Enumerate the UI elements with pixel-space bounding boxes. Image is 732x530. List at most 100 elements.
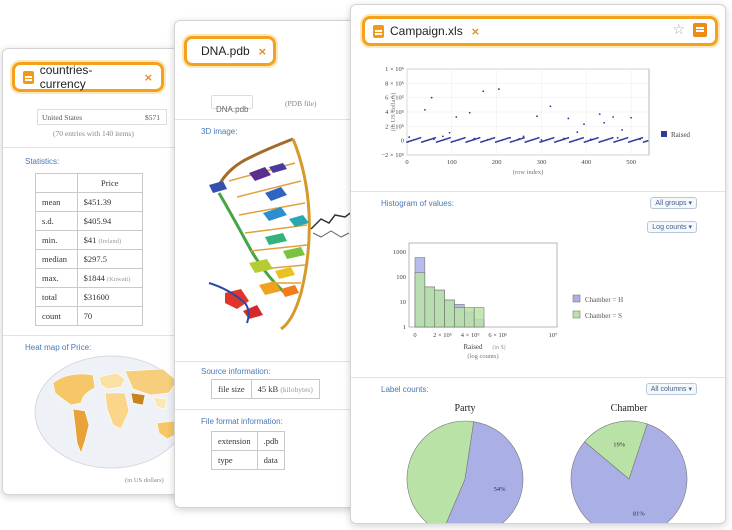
dna-3d-image[interactable] — [189, 133, 379, 343]
pie-slice-label: 81% — [633, 511, 646, 518]
file-size-value: 45 kB — [257, 384, 279, 394]
file-type: (PDB file) — [285, 99, 317, 108]
stat-value-cell: $1844 (Kuwait) — [76, 268, 144, 288]
tab-title: DNA.pdb — [201, 44, 250, 58]
data-row: United States $571 — [37, 109, 167, 125]
histogram-bar — [454, 307, 465, 328]
y-axis-label: (in US dollars) — [390, 93, 397, 132]
legend-label: Chamber = S — [585, 312, 622, 320]
row-label: United States — [42, 113, 83, 122]
data-point — [567, 136, 570, 139]
tab-title: Campaign.xls — [390, 24, 463, 38]
stat-value-cell: $405.94 — [76, 211, 144, 231]
histogram-title: Histogram of values: — [381, 199, 454, 208]
pie-slice-label: 19% — [613, 441, 626, 448]
x-tick-label: 300 — [537, 159, 547, 166]
close-icon[interactable]: × — [143, 70, 153, 84]
data-point — [537, 136, 540, 139]
x-tick-label: 0 — [405, 159, 408, 166]
data-point — [582, 136, 585, 139]
stat-label: s.d. — [35, 211, 78, 231]
stat-label: count — [35, 306, 78, 326]
histogram-bar — [464, 307, 475, 328]
close-icon[interactable]: × — [470, 24, 480, 38]
stat-value-cell: $41 (Ireland) — [76, 230, 144, 250]
tab-title: countries-currency — [39, 63, 93, 91]
x-tick-label: 2 × 10⁶ — [433, 332, 452, 339]
histogram-bar — [414, 272, 426, 328]
x-axis-note: (log counts) — [467, 353, 498, 360]
data-point — [449, 136, 451, 139]
data-point — [441, 135, 444, 138]
data-point — [589, 138, 592, 141]
heatmap-title: Heat map of Price: — [25, 343, 92, 352]
y-tick-label: 10 — [400, 299, 407, 306]
data-point — [478, 136, 481, 139]
star-icon[interactable]: ☆ — [672, 22, 685, 38]
data-point — [549, 105, 552, 108]
log-counts-dropdown[interactable]: Log counts ▾ — [647, 221, 697, 233]
data-point — [552, 136, 555, 139]
file-format-table: extension .pdb type data — [211, 431, 286, 470]
stat-value: $405.94 — [83, 216, 112, 226]
data-point — [434, 136, 437, 139]
stat-value: $31600 — [83, 292, 110, 302]
data-point — [641, 136, 644, 139]
file-size-note: (kilobytes) — [280, 385, 313, 394]
histogram-chart: 1000 100 10 10 2 × 10⁶ 4 × 10⁶ 6 × 10⁶ 10⁷ Raise… — [393, 242, 623, 360]
pie-slice — [406, 420, 475, 523]
x-axis-label: (row index) — [513, 169, 544, 176]
y-tick-label: 2 × 10⁵ — [385, 123, 404, 130]
stat-value: $1844 — [83, 273, 105, 283]
data-point — [540, 139, 543, 141]
stats-row: median $297.5 — [35, 249, 144, 269]
pie-title: Party — [454, 403, 475, 414]
data-point — [646, 139, 649, 142]
all-columns-dropdown[interactable]: All columns ▾ — [645, 383, 697, 395]
data-point — [497, 88, 500, 90]
file-chip-label: DNA.pdb — [216, 105, 249, 114]
stat-label: max. — [35, 268, 78, 288]
x-tick-label: 200 — [492, 159, 502, 166]
data-point — [597, 136, 599, 139]
histogram-bar — [434, 289, 445, 328]
data-point — [603, 121, 606, 124]
source-info-table: file size 45 kB (kilobytes) — [211, 379, 320, 399]
menu-icon[interactable] — [693, 23, 707, 37]
format-row: extension .pdb — [211, 431, 286, 451]
legend-swatch — [572, 294, 581, 303]
stat-value: 70 — [83, 311, 93, 321]
data-point — [432, 138, 435, 141]
file-format-title: File format information: — [201, 417, 283, 426]
stat-label: median — [35, 249, 78, 269]
entries-note: (70 entries with 140 items) — [53, 129, 134, 138]
data-point — [473, 137, 476, 140]
data-point — [621, 129, 624, 131]
stat-value: $451.39 — [83, 197, 112, 207]
statistics-table: Price mean $451.39 s.d. $405.94 min. $41 (I… — [35, 173, 144, 326]
stat-label: mean — [35, 192, 78, 212]
tab-dna-pdb[interactable]: DNA.pdb × — [184, 36, 276, 66]
tab-campaign-xls[interactable]: Campaign.xls × ☆ — [362, 16, 718, 46]
data-point — [536, 115, 538, 118]
y-tick-label: 1000 — [393, 249, 406, 256]
stats-row: min. $41 (Ireland) — [35, 230, 144, 250]
format-value: data — [256, 450, 286, 470]
tab-countries-currency[interactable]: countries-currency × — [12, 62, 164, 92]
y-tick-label: 1 × 10⁶ — [385, 66, 404, 73]
x-tick-label: 10⁷ — [549, 332, 558, 339]
countries-currency-panel: United States $571 (70 entries with 140 … — [2, 48, 192, 495]
x-tick-label: 500 — [626, 159, 636, 166]
data-point — [567, 117, 570, 120]
x-axis-unit: (in $) — [492, 344, 505, 351]
data-point — [493, 136, 496, 139]
close-icon[interactable]: × — [257, 44, 267, 58]
stat-label: min. — [35, 230, 78, 250]
legend-label: Raised — [671, 131, 691, 139]
format-row: type data — [211, 450, 286, 470]
label-counts-title: Label counts: — [381, 385, 429, 394]
all-groups-dropdown[interactable]: All groups ▾ — [650, 197, 697, 209]
data-point — [583, 123, 585, 126]
stats-row: total $31600 — [35, 287, 144, 307]
file-chip[interactable]: DNA.pdb — [211, 95, 254, 114]
